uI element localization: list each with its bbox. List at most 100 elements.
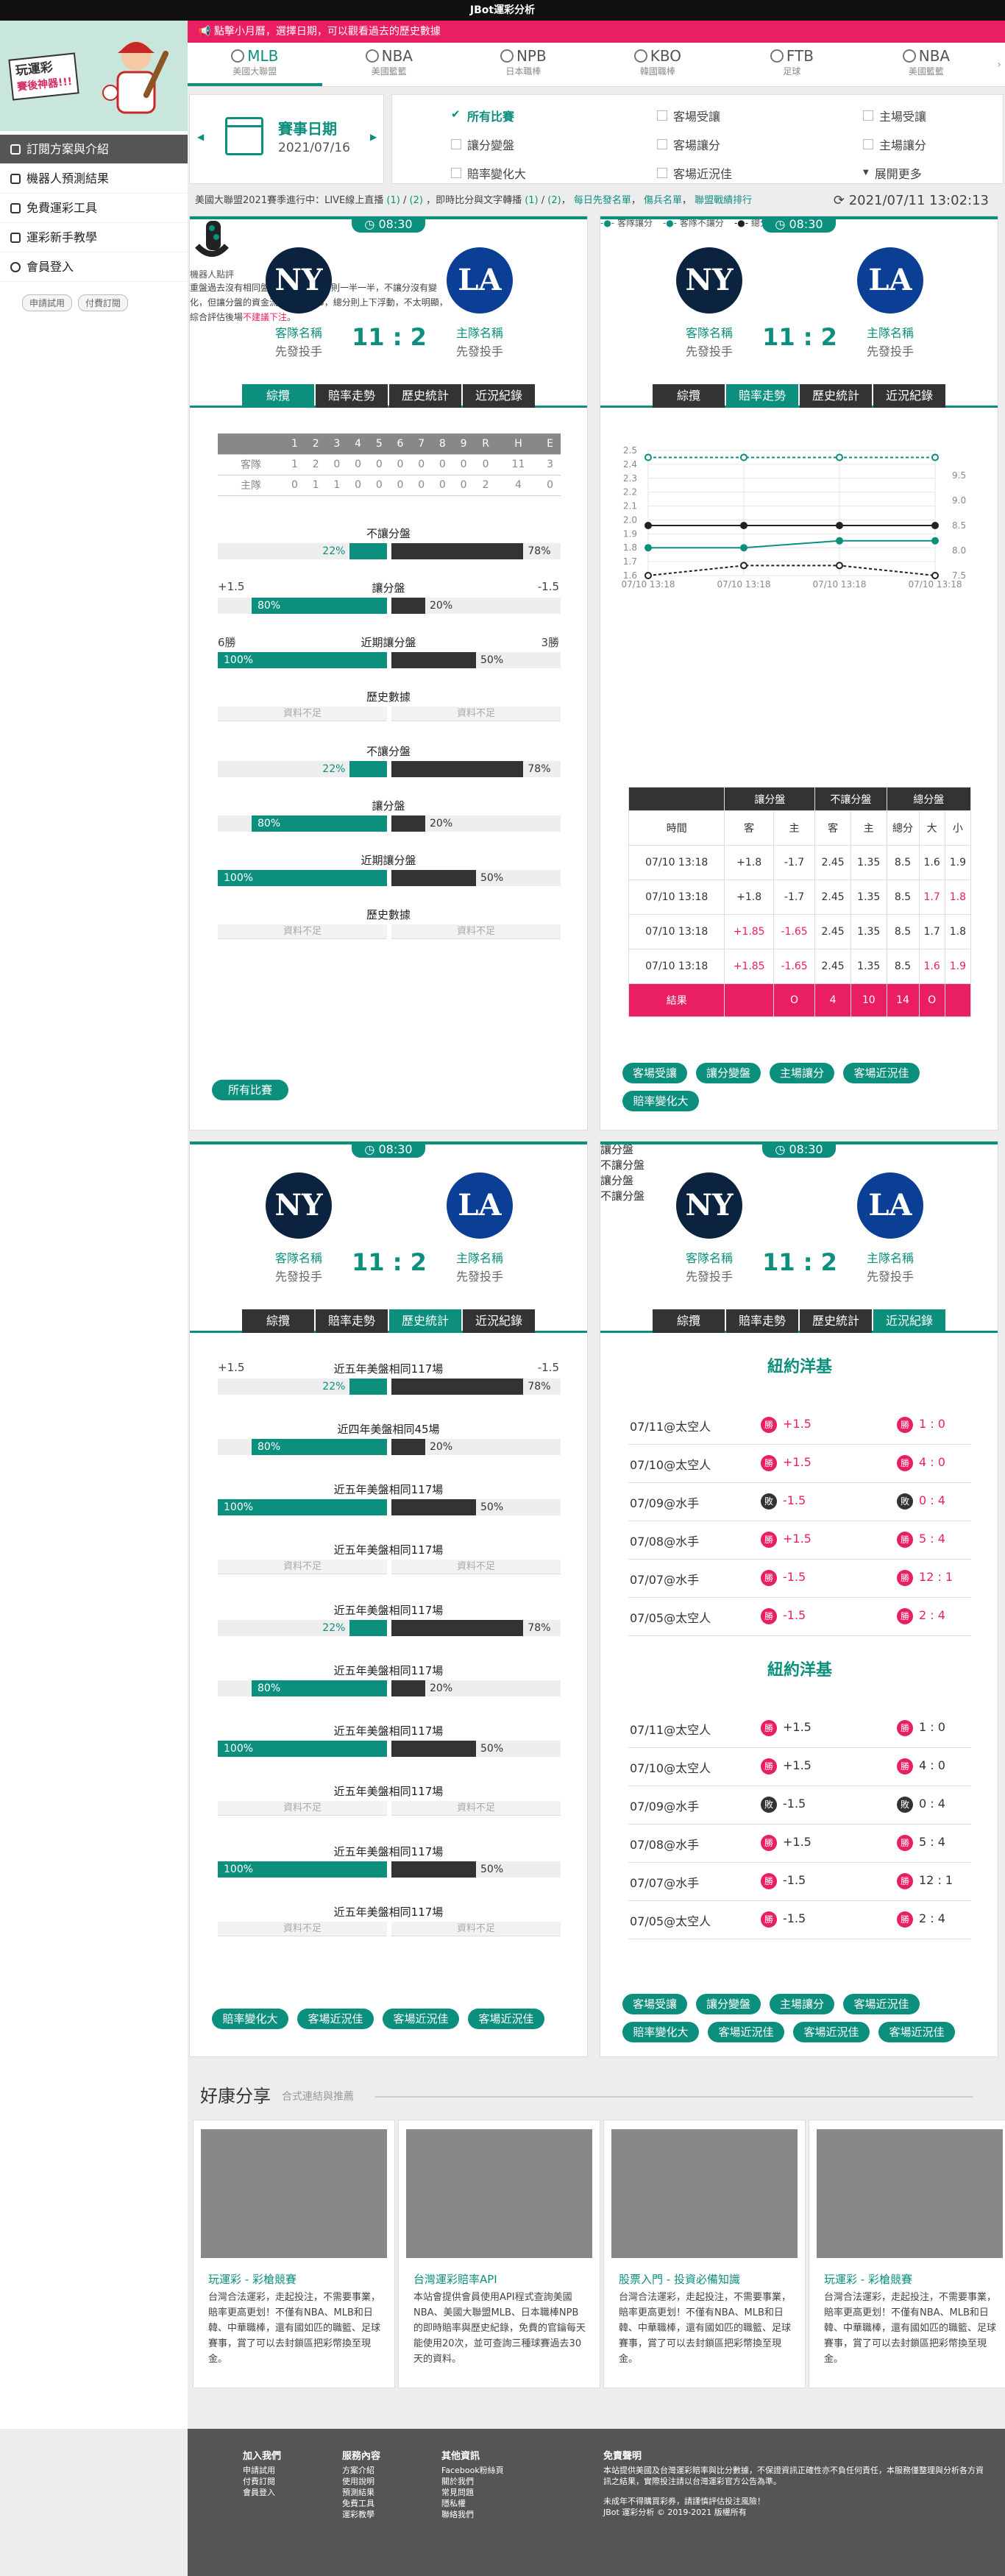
promo-banner[interactable]: 玩運彩 賽後神器!!!: [0, 21, 188, 131]
menu-item-4[interactable]: 運彩新手教學: [0, 223, 188, 252]
tag-pill[interactable]: 讓分變盤: [696, 1063, 761, 1083]
tag-pill[interactable]: 讓分變盤: [696, 1994, 761, 2014]
live-link-1[interactable]: (1): [386, 195, 400, 206]
tag-pill[interactable]: 客場近況佳: [878, 2022, 955, 2042]
calendar-icon[interactable]: [225, 117, 263, 155]
footer-link[interactable]: 預測結果: [342, 2488, 374, 2497]
tab-odds-trend[interactable]: 賠率走勢: [726, 384, 798, 408]
text-link-2[interactable]: (2): [547, 195, 561, 206]
tab-recent-record[interactable]: 近況紀錄: [873, 384, 945, 408]
tag-pill[interactable]: 客場受讓: [622, 1994, 687, 2014]
tab-recent-record[interactable]: 近況紀錄: [873, 1309, 945, 1333]
sport-tab-mlb[interactable]: MLB 美國大聯盟: [188, 43, 322, 86]
tab-overview[interactable]: 綜攬: [242, 384, 314, 408]
share-card-title[interactable]: 台灣運彩賠率API: [413, 2273, 497, 2286]
tag-pill[interactable]: 客場受讓: [622, 1063, 687, 1083]
tab-odds-trend[interactable]: 賠率走勢: [316, 384, 388, 408]
refresh-icon[interactable]: ⟳: [833, 193, 845, 208]
checkbox-icon[interactable]: [451, 167, 461, 178]
footer-link[interactable]: 方案介紹: [342, 2466, 374, 2475]
tab-odds-trend[interactable]: 賠率走勢: [316, 1309, 388, 1333]
filter-option-2[interactable]: 客場受讓: [657, 105, 863, 127]
tag-pill[interactable]: 主場讓分: [770, 1063, 834, 1083]
footer-link[interactable]: 付費訂閱: [243, 2477, 275, 2486]
checkbox-icon[interactable]: [451, 107, 461, 121]
footer-link[interactable]: 免費工具: [342, 2499, 374, 2508]
footer-link[interactable]: 使用說明: [342, 2477, 374, 2486]
sport-tab-nba[interactable]: NBA 美國籃籃: [859, 43, 994, 86]
subscribe-button[interactable]: 付費訂閱: [78, 294, 129, 311]
tag-pill[interactable]: 客場近況佳: [843, 1063, 920, 1083]
tab-history-stats[interactable]: 歷史統計: [389, 1309, 461, 1333]
tab-recent-record[interactable]: 近況紀錄: [463, 1309, 535, 1333]
footer-link[interactable]: 常見問題: [441, 2488, 474, 2497]
menu-item-3[interactable]: 免費運彩工具: [0, 194, 188, 223]
live-link-2[interactable]: (2): [409, 195, 423, 206]
lineup-link[interactable]: 每日先發名單: [573, 195, 631, 206]
share-card-title[interactable]: 玩運彩 - 彩槍競賽: [208, 2273, 296, 2286]
tag-pill[interactable]: 賠率變化大: [622, 1091, 699, 1111]
share-card-title[interactable]: 玩運彩 - 彩槍競賽: [824, 2273, 912, 2286]
filter-option-9[interactable]: ▼ 展開更多: [863, 162, 1005, 183]
date-picker[interactable]: ◀ 賽事日期 2021/07/16 ▶: [189, 94, 384, 184]
filter-option-3[interactable]: 主場受讓: [863, 105, 1005, 127]
tab-history-stats[interactable]: 歷史統計: [800, 384, 872, 408]
checkbox-icon[interactable]: [863, 138, 873, 149]
sidebar-small-buttons: 申請試用 付費訂閱: [22, 294, 129, 311]
tag-pill[interactable]: 客場近況佳: [468, 2009, 544, 2029]
tab-overview[interactable]: 綜攬: [653, 384, 725, 408]
tag-pill[interactable]: 客場近況佳: [708, 2022, 784, 2042]
footer-link[interactable]: 會員登入: [243, 2488, 275, 2497]
sport-tab-npb[interactable]: NPB 日本職棒: [456, 43, 591, 86]
prev-date-arrow-icon[interactable]: ◀: [197, 132, 205, 142]
trial-button[interactable]: 申請試用: [22, 294, 73, 311]
filter-option-6[interactable]: 主場讓分: [863, 134, 1005, 155]
tag-pill[interactable]: 客場近況佳: [793, 2022, 870, 2042]
tab-overview[interactable]: 綜攬: [242, 1309, 314, 1333]
filter-option-1[interactable]: 所有比賽: [451, 105, 657, 127]
share-card[interactable]: 玩運彩 - 彩槍競賽 台灣合法運彩，走起投注，不需要事業，賠率更高更划！不僅有NB…: [809, 2120, 1005, 2388]
standings-link[interactable]: 聯盟戰績排行: [695, 195, 753, 206]
checkbox-icon[interactable]: [657, 138, 667, 149]
tab-odds-trend[interactable]: 賠率走勢: [726, 1309, 798, 1333]
tab-overview[interactable]: 綜攬: [653, 1309, 725, 1333]
tab-recent-record[interactable]: 近況紀錄: [463, 384, 535, 408]
sport-tab-ftb[interactable]: FTB 足球: [725, 43, 859, 86]
footer-link[interactable]: Facebook粉絲頁: [441, 2466, 504, 2475]
share-card[interactable]: 台灣運彩賠率API 本站會提供會員使用API程式查詢美國NBA、美國大聯盟MLB、…: [398, 2120, 600, 2388]
filter-option-7[interactable]: 賠率變化大: [451, 162, 657, 183]
next-date-arrow-icon[interactable]: ▶: [370, 132, 377, 142]
share-card-title[interactable]: 股票入門 - 投資必備知識: [619, 2273, 740, 2286]
footer-link[interactable]: 聯絡我們: [441, 2510, 474, 2519]
checkbox-icon[interactable]: [451, 138, 461, 149]
footer-link[interactable]: 關於我們: [441, 2477, 474, 2486]
filter-option-5[interactable]: 客場讓分: [657, 134, 863, 155]
tag-pill[interactable]: 客場近況佳: [297, 2009, 374, 2029]
footer-link[interactable]: 申請試用: [243, 2466, 275, 2475]
filter-option-4[interactable]: 讓分變盤: [451, 134, 657, 155]
share-card[interactable]: 玩運彩 - 彩槍競賽 台灣合法運彩，走起投注，不需要事業，賠率更高更划！不僅有NB…: [193, 2120, 395, 2388]
menu-item-5[interactable]: 會員登入: [0, 252, 188, 282]
tag-pill[interactable]: 賠率變化大: [212, 2009, 288, 2029]
checkbox-icon[interactable]: [863, 110, 873, 121]
checkbox-icon[interactable]: [657, 167, 667, 178]
filter-option-8[interactable]: 客場近況佳: [657, 162, 863, 183]
footer-link[interactable]: 隱私權: [441, 2499, 466, 2508]
all-games-button[interactable]: 所有比賽: [212, 1080, 288, 1100]
menu-item-2[interactable]: 機器人預測結果: [0, 164, 188, 194]
checkbox-icon[interactable]: [657, 110, 667, 121]
sport-tab-nba[interactable]: NBA 美國籃籃: [322, 43, 457, 86]
share-card[interactable]: 股票入門 - 投資必備知識 台灣合法運彩，走起投注，不需要事業，賠率更高更划！不僅…: [603, 2120, 806, 2388]
tag-pill[interactable]: 客場近況佳: [843, 1994, 920, 2014]
injury-link[interactable]: 傷兵名單: [644, 195, 683, 206]
tag-pill[interactable]: 主場讓分: [770, 1994, 834, 2014]
tag-pill[interactable]: 賠率變化大: [622, 2022, 699, 2042]
text-link-1[interactable]: (1): [525, 195, 539, 206]
footer-link[interactable]: 運彩教學: [342, 2510, 374, 2519]
scroll-right-icon[interactable]: ›: [997, 59, 1001, 71]
tab-history-stats[interactable]: 歷史統計: [800, 1309, 872, 1333]
menu-item-1[interactable]: 訂閱方案與介紹: [0, 135, 188, 164]
tag-pill[interactable]: 客場近況佳: [383, 2009, 459, 2029]
sport-tab-kbo[interactable]: KBO 韓國職棒: [591, 43, 725, 86]
tab-history-stats[interactable]: 歷史統計: [389, 384, 461, 408]
